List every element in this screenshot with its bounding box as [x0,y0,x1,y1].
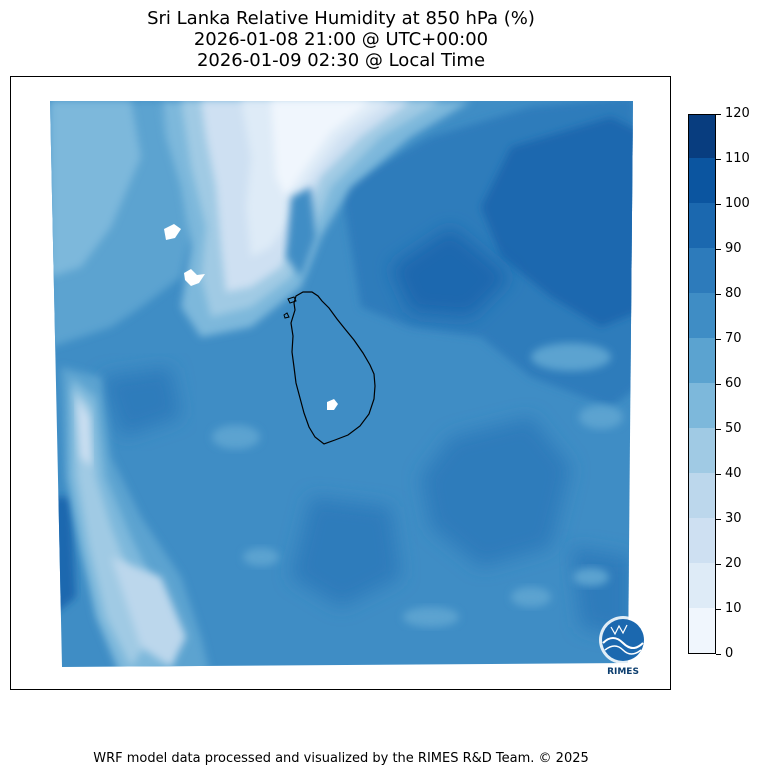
colorbar-segment [689,247,715,293]
colorbar-tick-label: 110 [725,151,750,166]
logo-text: RIMES [607,667,639,677]
colorbar-segment [689,337,715,383]
colorbar-tick-label: 0 [725,646,734,661]
title-line-3: 2026-01-09 02:30 @ Local Time [196,50,486,71]
colorbar-tick-label: 30 [725,511,742,526]
credit-footer: WRF model data processed and visualized … [93,751,589,766]
colorbar-tick [716,428,721,430]
colorbar-tick-label: 50 [725,421,742,436]
colorbar-tick-label: 100 [725,196,750,211]
colorbar-tick-label: 60 [725,376,742,391]
colorbar-tick [716,383,721,385]
colorbar-tick [716,113,721,115]
colorbar-segment [689,562,715,608]
colorbar-segment [689,292,715,338]
colorbar-tick [716,293,721,295]
colorbar-segment [689,607,715,653]
title-line-1: Sri Lanka Relative Humidity at 850 hPa (… [147,8,535,29]
colorbar-segment [689,517,715,563]
missing-data-patches [164,224,338,410]
colorbar-segment [689,382,715,428]
colorbar-tick [716,473,721,475]
colorbar-segment [689,157,715,203]
map-frame: RIMES [10,76,671,690]
colorbar-tick [716,653,721,655]
colorbar-bar [688,114,716,654]
colorbar-tick-label: 20 [725,556,742,571]
colorbar-tick-label: 120 [725,106,750,121]
jaffna-islands [283,296,297,319]
rimes-globe-logo: RIMES [599,616,647,677]
humidity-map: RIMES [50,101,647,677]
colorbar-tick [716,248,721,250]
colorbar-segment [689,427,715,473]
colorbar-tick [716,203,721,205]
colorbar-tick-label: 10 [725,601,742,616]
colorbar-segment [689,202,715,248]
colorbar-tick [716,338,721,340]
colorbar-tick [716,518,721,520]
colorbar-tick [716,158,721,160]
title-line-2: 2026-01-08 21:00 @ UTC+00:00 [193,29,489,50]
colorbar-tick-label: 80 [725,286,742,301]
sri-lanka-coastline [290,291,376,445]
colorbar-segment [689,472,715,518]
colorbar-tick [716,608,721,610]
humidity-field [50,101,633,667]
colorbar-segment [689,115,715,158]
colorbar-tick [716,563,721,565]
map-title: Sri Lanka Relative Humidity at 850 hPa (… [0,8,682,71]
colorbar-tick-label: 40 [725,466,742,481]
colorbar-tick-label: 90 [725,241,742,256]
colorbar-tick-label: 70 [725,331,742,346]
